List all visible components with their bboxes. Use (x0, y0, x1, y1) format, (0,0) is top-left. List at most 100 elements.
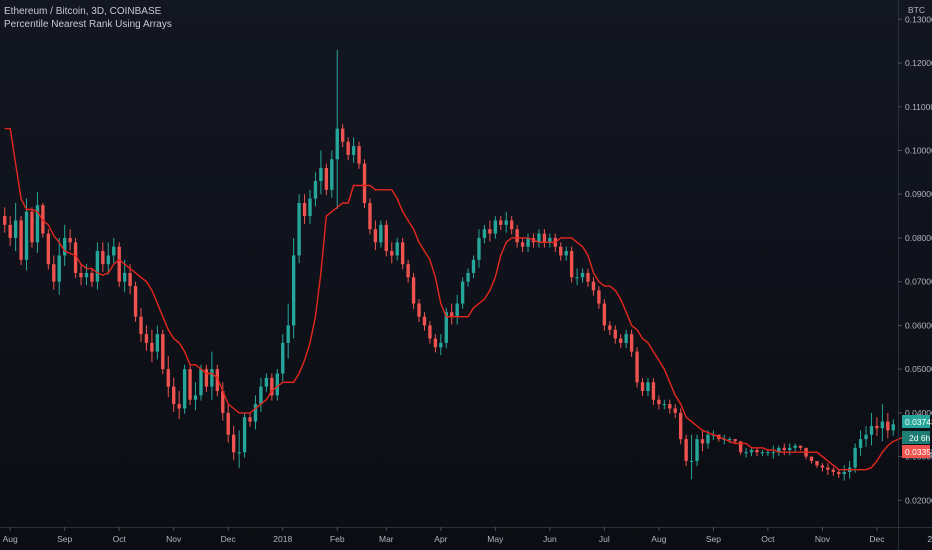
price-tick-label: 0.02000 (905, 495, 932, 505)
candle (253, 395, 258, 430)
candle-body (122, 272, 127, 282)
candle-body (297, 202, 301, 256)
candle-body (439, 342, 443, 348)
time-axis[interactable]: Aug Sep Oct Nov Dec 2018 Feb Mar Apr May Jun Jul Aug… (0, 527, 932, 544)
candle (673, 404, 677, 419)
candle-body (62, 237, 67, 256)
candle (90, 268, 94, 287)
candle-body (308, 198, 312, 217)
candle (182, 364, 187, 414)
candle (237, 430, 241, 468)
candle-body (90, 272, 94, 282)
candle-body (161, 334, 165, 370)
candle-body (662, 404, 667, 406)
symbol-title[interactable]: Ethereum / Bitcoin, 3D, COINBASE (4, 6, 162, 17)
candle (755, 447, 759, 457)
candle (864, 425, 868, 447)
candle (373, 220, 378, 251)
candle-body (749, 450, 754, 453)
candle-body (248, 417, 252, 422)
candle-body (242, 417, 247, 453)
candle-body (210, 369, 214, 387)
candle (319, 150, 323, 195)
candle-body (264, 377, 269, 387)
candle-body (826, 467, 830, 470)
candle (515, 224, 519, 248)
candle (433, 334, 438, 353)
candle (602, 299, 607, 331)
candle-body (172, 386, 176, 405)
candle-body (428, 325, 432, 339)
time-tick-label: Sep (706, 534, 721, 544)
candle-body (253, 404, 258, 422)
candle-body (733, 439, 737, 442)
time-tick-label: May (487, 534, 504, 544)
candle (84, 264, 89, 286)
candle-body (411, 277, 416, 304)
candle (308, 189, 312, 224)
candle-body (488, 229, 492, 234)
candle (575, 268, 579, 286)
candle (117, 242, 121, 287)
candle-body (221, 391, 225, 413)
candle-body (139, 316, 143, 335)
candle-body (580, 272, 585, 278)
candle-body (575, 277, 579, 279)
last-price-badge: 0.03743 (905, 417, 932, 427)
candle-body (782, 447, 786, 451)
candle-body (193, 395, 198, 400)
candle (24, 198, 29, 271)
time-tick-label: Dec (869, 534, 885, 544)
candle (564, 246, 568, 261)
candle (640, 377, 645, 397)
time-tick-label: Nov (815, 534, 831, 544)
candle (79, 264, 83, 286)
candle-body (766, 452, 770, 454)
candle-body (95, 251, 100, 282)
candle-body (346, 141, 350, 155)
candle (826, 463, 830, 475)
candle-body (771, 452, 776, 454)
candle (62, 224, 67, 266)
candle (586, 268, 590, 287)
candle-body (351, 146, 356, 155)
candle-body (237, 452, 241, 454)
indicator-title[interactable]: Percentile Nearest Rank Using Arrays (4, 19, 172, 30)
candle (35, 192, 40, 253)
candle (629, 329, 634, 357)
candle (858, 430, 863, 456)
indicator-layer (4, 127, 916, 471)
candle-body (858, 439, 863, 448)
candle-body (57, 255, 61, 282)
candle (869, 412, 874, 446)
candle-body (144, 334, 149, 343)
candle-body (640, 382, 645, 391)
time-tick-label: Sep (57, 534, 72, 544)
candle (112, 237, 116, 264)
candle (210, 351, 214, 400)
candle-body (635, 351, 639, 383)
candle-body (788, 447, 792, 451)
candle (313, 172, 318, 207)
candle (760, 450, 765, 457)
candle-body (509, 220, 514, 230)
candle (597, 286, 601, 309)
countdown-badge: 2d 6h (909, 433, 931, 443)
candle (580, 268, 585, 283)
candle-body (73, 242, 78, 273)
candle-body (46, 233, 51, 265)
candle (248, 412, 252, 427)
candle-body (820, 465, 825, 468)
candle (444, 307, 448, 349)
candle-body (35, 205, 40, 243)
candle-body (809, 456, 814, 461)
candle-body (79, 272, 83, 278)
